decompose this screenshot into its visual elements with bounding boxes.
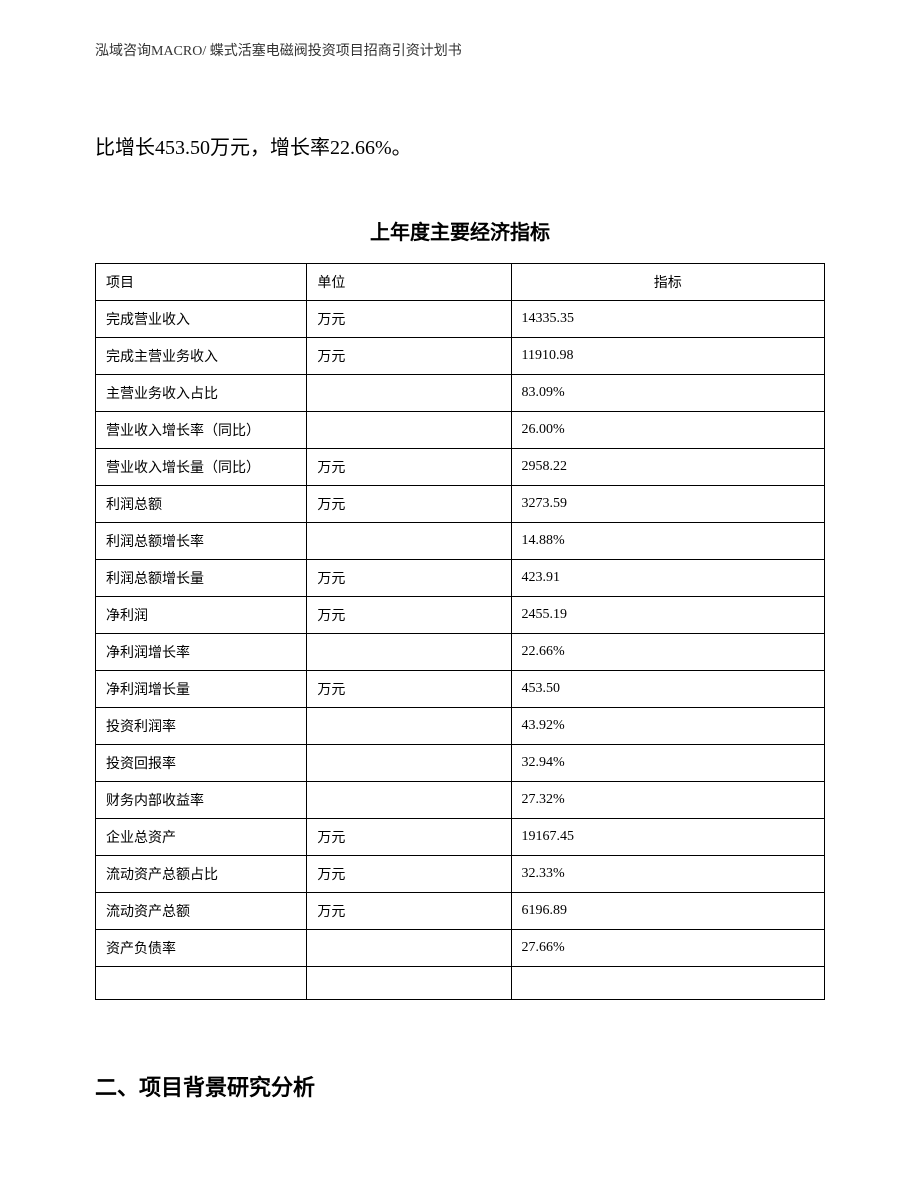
body-paragraph: 比增长453.50万元，增长率22.66%。 (95, 130, 825, 166)
table-row: 营业收入增长量（同比）万元2958.22 (96, 449, 825, 486)
table-cell (307, 930, 511, 967)
table-title: 上年度主要经济指标 (95, 216, 825, 245)
table-row: 利润总额万元3273.59 (96, 486, 825, 523)
table-blank-row (96, 967, 825, 1000)
table-cell: 2455.19 (511, 597, 824, 634)
table-cell: 27.32% (511, 782, 824, 819)
table-cell: 3273.59 (511, 486, 824, 523)
table-row: 净利润增长量万元453.50 (96, 671, 825, 708)
table-cell (307, 745, 511, 782)
table-cell (307, 523, 511, 560)
table-row: 主营业务收入占比 83.09% (96, 375, 825, 412)
table-header-row: 项目 单位 指标 (96, 264, 825, 301)
table-cell: 利润总额增长率 (96, 523, 307, 560)
table-cell: 26.00% (511, 412, 824, 449)
table-cell: 流动资产总额占比 (96, 856, 307, 893)
table-header-cell: 项目 (96, 264, 307, 301)
table-cell: 6196.89 (511, 893, 824, 930)
table-cell: 14.88% (511, 523, 824, 560)
table-cell: 万元 (307, 449, 511, 486)
table-cell: 19167.45 (511, 819, 824, 856)
table-cell: 万元 (307, 338, 511, 375)
table-row: 利润总额增长量万元423.91 (96, 560, 825, 597)
table-row: 投资利润率 43.92% (96, 708, 825, 745)
table-cell (307, 782, 511, 819)
table-cell: 财务内部收益率 (96, 782, 307, 819)
table-cell: 投资回报率 (96, 745, 307, 782)
table-cell (307, 634, 511, 671)
table-cell: 43.92% (511, 708, 824, 745)
table-cell: 利润总额增长量 (96, 560, 307, 597)
table-cell: 万元 (307, 301, 511, 338)
table-cell: 净利润 (96, 597, 307, 634)
table-cell: 流动资产总额 (96, 893, 307, 930)
table-cell: 83.09% (511, 375, 824, 412)
section-heading: 二、项目背景研究分析 (95, 1070, 825, 1102)
table-cell: 净利润增长量 (96, 671, 307, 708)
table-header-cell: 单位 (307, 264, 511, 301)
table-row: 流动资产总额万元6196.89 (96, 893, 825, 930)
table-cell: 资产负债率 (96, 930, 307, 967)
table-cell: 净利润增长率 (96, 634, 307, 671)
table-cell: 万元 (307, 856, 511, 893)
table-row: 资产负债率 27.66% (96, 930, 825, 967)
table-cell: 完成营业收入 (96, 301, 307, 338)
table-cell: 423.91 (511, 560, 824, 597)
table-cell: 453.50 (511, 671, 824, 708)
table-cell (307, 708, 511, 745)
table-row: 完成营业收入万元14335.35 (96, 301, 825, 338)
page-header: 泓域咨询MACRO/ 蝶式活塞电磁阀投资项目招商引资计划书 (95, 40, 825, 60)
table-row: 利润总额增长率 14.88% (96, 523, 825, 560)
table-cell: 投资利润率 (96, 708, 307, 745)
table-cell: 营业收入增长量（同比） (96, 449, 307, 486)
table-cell: 32.33% (511, 856, 824, 893)
table-cell: 主营业务收入占比 (96, 375, 307, 412)
table-row: 企业总资产万元19167.45 (96, 819, 825, 856)
table-cell: 完成主营业务收入 (96, 338, 307, 375)
table-cell: 万元 (307, 671, 511, 708)
table-cell (96, 967, 307, 1000)
table-cell (307, 412, 511, 449)
table-cell (511, 967, 824, 1000)
table-cell: 万元 (307, 486, 511, 523)
table-cell: 27.66% (511, 930, 824, 967)
table-row: 净利润增长率 22.66% (96, 634, 825, 671)
table-cell: 万元 (307, 819, 511, 856)
table-cell: 营业收入增长率（同比） (96, 412, 307, 449)
table-cell: 企业总资产 (96, 819, 307, 856)
table-cell: 万元 (307, 597, 511, 634)
table-row: 财务内部收益率 27.32% (96, 782, 825, 819)
table-cell: 2958.22 (511, 449, 824, 486)
table-row: 投资回报率 32.94% (96, 745, 825, 782)
table-cell: 14335.35 (511, 301, 824, 338)
table-header-cell: 指标 (511, 264, 824, 301)
table-cell: 11910.98 (511, 338, 824, 375)
table-cell: 利润总额 (96, 486, 307, 523)
table-row: 流动资产总额占比万元32.33% (96, 856, 825, 893)
table-cell: 22.66% (511, 634, 824, 671)
table-row: 完成主营业务收入万元11910.98 (96, 338, 825, 375)
table-cell (307, 967, 511, 1000)
table-row: 营业收入增长率（同比） 26.00% (96, 412, 825, 449)
table-cell (307, 375, 511, 412)
table-row: 净利润万元2455.19 (96, 597, 825, 634)
table-cell: 32.94% (511, 745, 824, 782)
table-cell: 万元 (307, 893, 511, 930)
economic-indicators-table: 项目 单位 指标 完成营业收入万元14335.35完成主营业务收入万元11910… (95, 263, 825, 1000)
table-cell: 万元 (307, 560, 511, 597)
